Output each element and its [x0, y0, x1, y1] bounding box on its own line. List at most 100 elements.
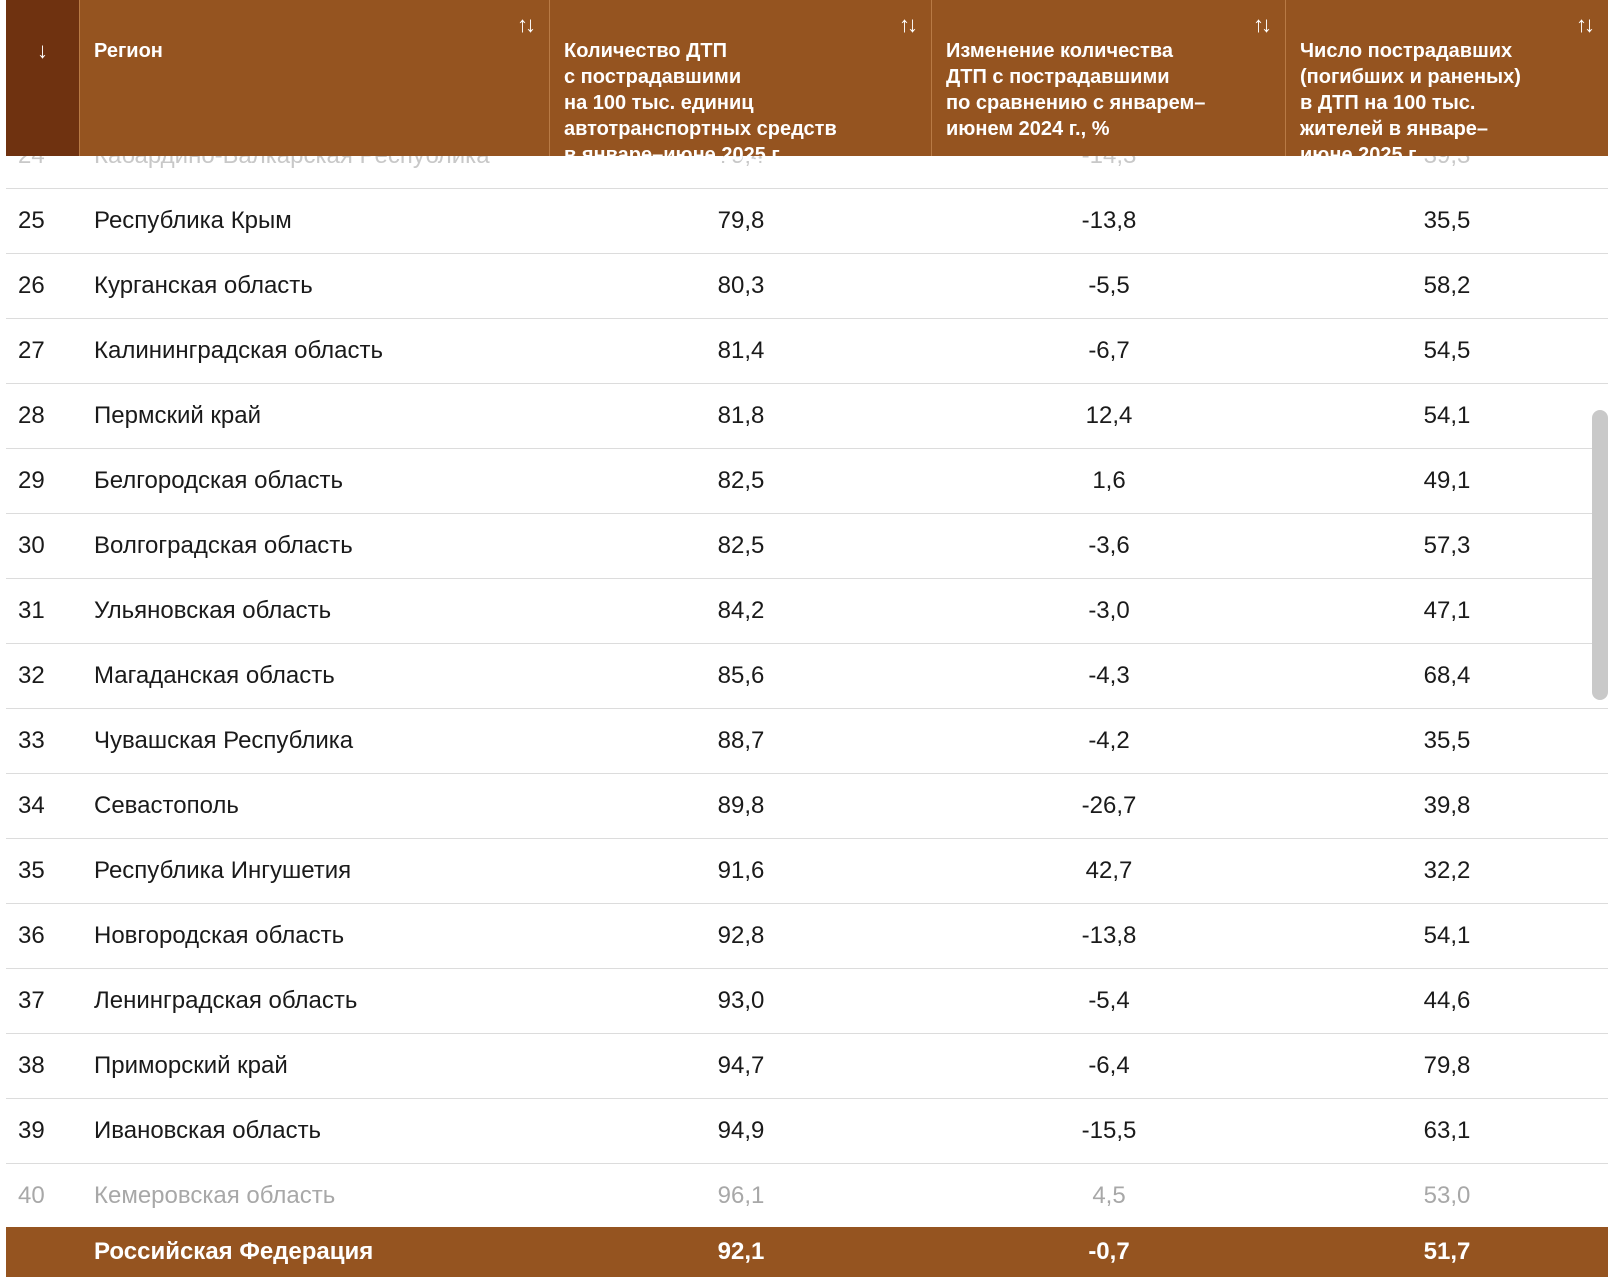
- table-row: 37 Ленинградская область 93,0 -5,4 44,6: [6, 969, 1608, 1034]
- rank-cell: 39: [18, 1117, 45, 1144]
- table-row: 35 Республика Ингушетия 91,6 42,7 32,2: [6, 839, 1608, 904]
- victims-per-residents-cell: 58,2: [1423, 272, 1471, 299]
- victims-per-residents-cell: 35,5: [1423, 727, 1471, 754]
- rank-sort-header[interactable]: ↓: [6, 0, 80, 156]
- table-row: 25 Республика Крым 79,8 -13,8 35,5: [6, 189, 1608, 254]
- victims-per-residents-cell: 53,0: [1423, 1182, 1471, 1209]
- accidents-change-header-label: Изменение количества ДТП с пострадавшими…: [946, 40, 1206, 140]
- rank-cell: 35: [18, 857, 45, 884]
- rank-cell: 30: [18, 532, 45, 559]
- victims-per-residents-cell: 44,6: [1423, 987, 1471, 1014]
- accidents-change-cell: -3,6: [1088, 532, 1130, 559]
- table-row: 31 Ульяновская область 84,2 -3,0 47,1: [6, 579, 1608, 644]
- accidents-change-cell: 12,4: [1085, 402, 1133, 429]
- victims-per-residents-cell: 63,1: [1423, 1117, 1471, 1144]
- victims-per-residents-cell: 68,4: [1423, 662, 1471, 689]
- region-cell: Ульяновская область: [94, 597, 332, 624]
- data-table: ↓ Регион ↑↓ Количество ДТП с пострадавши…: [6, 0, 1608, 1277]
- rank-cell: 38: [18, 1052, 45, 1079]
- footer-accidents-per-vehicles-cell: 92,1: [717, 1238, 765, 1265]
- sort-arrows-icon[interactable]: ↑↓: [1576, 12, 1595, 37]
- victims-per-residents-cell: 54,5: [1423, 337, 1471, 364]
- accidents-per-vehicles-cell: 93,0: [717, 987, 765, 1014]
- victims-per-residents-cell: 35,5: [1423, 207, 1471, 234]
- rank-cell: 40: [18, 1182, 45, 1209]
- accidents-per-vehicles-cell: 79,8: [717, 207, 765, 234]
- region-header-label: Регион: [94, 40, 163, 62]
- accidents-change-cell: -6,4: [1088, 1052, 1130, 1079]
- accidents-change-cell: 4,5: [1092, 1182, 1126, 1209]
- region-column-header[interactable]: Регион ↑↓: [80, 0, 550, 156]
- accidents-change-column-header[interactable]: Изменение количества ДТП с пострадавшими…: [932, 0, 1286, 156]
- footer-region-cell: Российская Федерация: [94, 1238, 374, 1265]
- accidents-change-cell: -26,7: [1081, 792, 1137, 819]
- rank-cell: 25: [18, 207, 45, 234]
- table-row: 30 Волгоградская область 82,5 -3,6 57,3: [6, 514, 1608, 579]
- region-cell: Республика Крым: [94, 207, 292, 234]
- accidents-per-vehicles-cell: 96,1: [717, 1182, 765, 1209]
- region-cell: Кемеровская область: [94, 1182, 336, 1209]
- rank-cell: 27: [18, 337, 45, 364]
- accidents-per-vehicles-cell: 80,3: [717, 272, 765, 299]
- sort-down-arrow-icon[interactable]: ↓: [37, 38, 48, 63]
- accidents-per-vehicles-cell: 88,7: [717, 727, 765, 754]
- accidents-change-cell: -3,0: [1088, 597, 1130, 624]
- footer-victims-per-residents-cell: 51,7: [1423, 1238, 1471, 1265]
- region-cell: Чувашская Республика: [94, 727, 354, 754]
- accidents-per-vehicles-cell: 82,5: [717, 532, 765, 559]
- region-cell: Магаданская область: [94, 662, 335, 689]
- region-cell: Пермский край: [94, 402, 262, 429]
- rank-cell: 32: [18, 662, 45, 689]
- accidents-per-vehicles-cell: 81,8: [717, 402, 765, 429]
- rank-cell: 31: [18, 597, 45, 624]
- accidents-change-cell: -5,5: [1088, 272, 1130, 299]
- accidents-change-cell: -15,5: [1081, 1117, 1137, 1144]
- region-cell: Приморский край: [94, 1052, 288, 1079]
- victims-per-residents-column-header[interactable]: Число пострадавших (погибших и раненых) …: [1286, 0, 1608, 166]
- victims-per-residents-cell: 39,8: [1423, 792, 1471, 819]
- accidents-change-cell: 1,6: [1092, 467, 1126, 494]
- table-row: 33 Чувашская Республика 88,7 -4,2 35,5: [6, 709, 1608, 774]
- table-row: 40 Кемеровская область 96,1 4,5 53,0: [6, 1164, 1608, 1229]
- accidents-per-vehicles-column-header[interactable]: Количество ДТП с пострадавшими на 100 ты…: [550, 0, 932, 166]
- accidents-per-vehicles-header-label: Количество ДТП с пострадавшими на 100 ты…: [564, 40, 837, 166]
- accidents-per-vehicles-cell: 81,4: [717, 337, 765, 364]
- region-cell: Севастополь: [94, 792, 239, 819]
- region-cell: Белгородская область: [94, 467, 343, 494]
- rank-cell: 29: [18, 467, 45, 494]
- accidents-per-vehicles-cell: 94,9: [717, 1117, 765, 1144]
- table-row: 29 Белгородская область 82,5 1,6 49,1: [6, 449, 1608, 514]
- accidents-per-vehicles-cell: 85,6: [717, 662, 765, 689]
- table-body: 24 Кабардино-Балкарская Республика 79,4 …: [6, 124, 1608, 1229]
- accidents-per-vehicles-cell: 89,8: [717, 792, 765, 819]
- sort-arrows-icon[interactable]: ↑↓: [1253, 12, 1272, 37]
- accidents-per-vehicles-cell: 84,2: [717, 597, 765, 624]
- accidents-change-cell: -4,3: [1088, 662, 1130, 689]
- table-footer-total: Российская Федерация 92,1 -0,7 51,7: [6, 1227, 1608, 1277]
- accidents-change-cell: -4,2: [1088, 727, 1130, 754]
- victims-per-residents-cell: 49,1: [1423, 467, 1471, 494]
- table-row: 28 Пермский край 81,8 12,4 54,1: [6, 384, 1608, 449]
- table-row: 32 Магаданская область 85,6 -4,3 68,4: [6, 644, 1608, 709]
- vertical-scrollbar-thumb[interactable]: [1592, 410, 1608, 700]
- victims-per-residents-cell: 32,2: [1423, 857, 1471, 884]
- victims-per-residents-cell: 54,1: [1423, 402, 1471, 429]
- victims-per-residents-header-label: Число пострадавших (погибших и раненых) …: [1300, 40, 1521, 166]
- accidents-change-cell: -6,7: [1088, 337, 1130, 364]
- victims-per-residents-cell: 54,1: [1423, 922, 1471, 949]
- rank-cell: 36: [18, 922, 45, 949]
- rank-cell: 28: [18, 402, 45, 429]
- rank-cell: 37: [18, 987, 45, 1014]
- region-cell: Калининградская область: [94, 337, 384, 364]
- victims-per-residents-cell: 47,1: [1423, 597, 1471, 624]
- rank-cell: 33: [18, 727, 45, 754]
- accidents-per-vehicles-cell: 92,8: [717, 922, 765, 949]
- sort-arrows-icon[interactable]: ↑↓: [899, 12, 918, 37]
- sort-arrows-icon[interactable]: ↑↓: [517, 12, 536, 37]
- victims-per-residents-cell: 79,8: [1423, 1052, 1471, 1079]
- accidents-change-cell: -13,8: [1081, 922, 1137, 949]
- accidents-change-cell: -13,8: [1081, 207, 1137, 234]
- rank-cell: 26: [18, 272, 45, 299]
- accidents-per-vehicles-cell: 91,6: [717, 857, 765, 884]
- table-header: ↓ Регион ↑↓ Количество ДТП с пострадавши…: [6, 0, 1608, 166]
